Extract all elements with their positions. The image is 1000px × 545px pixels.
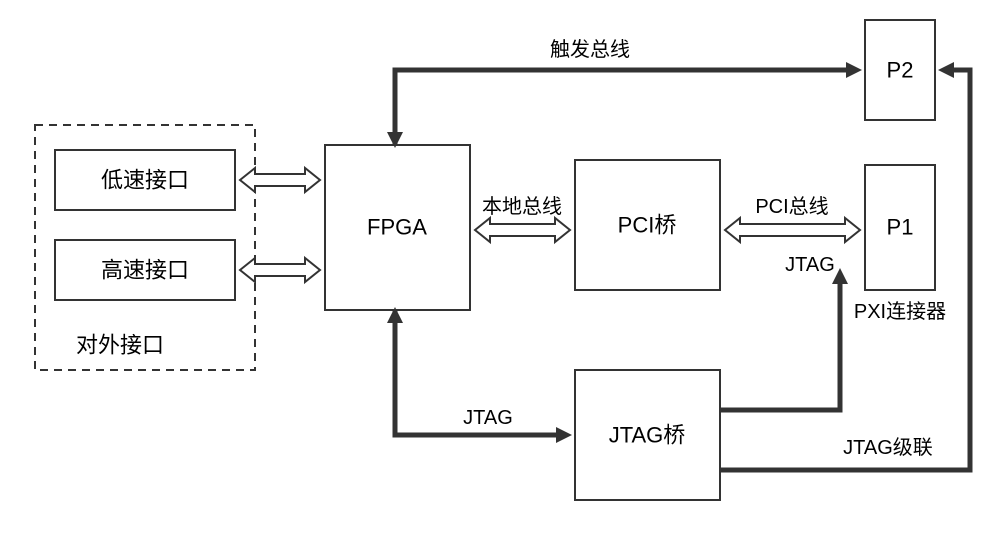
arrow-jtag-to-p1 — [720, 268, 848, 410]
pxi-connector-label: PXI连接器 — [854, 300, 946, 323]
arrow-pci-to-p1 — [725, 218, 860, 242]
external-interface-label: 对外接口 — [76, 333, 164, 358]
pci-bridge-label: PCI桥 — [618, 213, 677, 238]
jtag-bridge-label: JTAG桥 — [609, 423, 686, 448]
arrow-fpga-to-p2 — [387, 62, 862, 148]
jtag-cascade-label: JTAG级联 — [843, 436, 933, 459]
block-diagram: 对外接口 低速接口 高速接口 FPGA PCI桥 JTAG桥 P2 P1 PXI… — [0, 0, 1000, 545]
jtag-label-2: JTAG — [785, 254, 835, 276]
low-speed-label: 低速接口 — [101, 168, 189, 193]
arrow-high-to-fpga — [240, 258, 320, 282]
arrow-fpga-to-pci — [475, 218, 570, 242]
arrow-low-to-fpga — [240, 168, 320, 192]
pci-bus-label: PCI总线 — [755, 195, 828, 218]
high-speed-label: 高速接口 — [101, 258, 189, 283]
local-bus-label: 本地总线 — [482, 195, 562, 218]
trigger-bus-label: 触发总线 — [550, 38, 630, 61]
jtag-label-1: JTAG — [463, 407, 513, 429]
p2-label: P2 — [887, 58, 914, 83]
fpga-label: FPGA — [367, 215, 427, 240]
p1-label: P1 — [887, 215, 914, 240]
